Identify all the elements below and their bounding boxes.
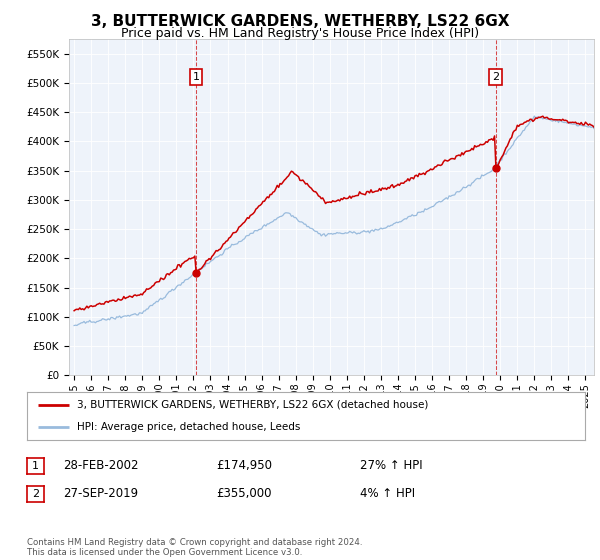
Text: 27-SEP-2019: 27-SEP-2019 — [63, 487, 138, 501]
Text: 3, BUTTERWICK GARDENS, WETHERBY, LS22 6GX (detached house): 3, BUTTERWICK GARDENS, WETHERBY, LS22 6G… — [77, 400, 428, 410]
Text: HPI: Average price, detached house, Leeds: HPI: Average price, detached house, Leed… — [77, 422, 301, 432]
Text: 1: 1 — [32, 461, 39, 471]
Text: 3, BUTTERWICK GARDENS, WETHERBY, LS22 6GX: 3, BUTTERWICK GARDENS, WETHERBY, LS22 6G… — [91, 14, 509, 29]
Text: Contains HM Land Registry data © Crown copyright and database right 2024.
This d: Contains HM Land Registry data © Crown c… — [27, 538, 362, 557]
Text: Price paid vs. HM Land Registry's House Price Index (HPI): Price paid vs. HM Land Registry's House … — [121, 27, 479, 40]
Text: 1: 1 — [193, 72, 199, 82]
Text: 27% ↑ HPI: 27% ↑ HPI — [360, 459, 422, 473]
Text: 4% ↑ HPI: 4% ↑ HPI — [360, 487, 415, 501]
Text: £355,000: £355,000 — [216, 487, 271, 501]
Text: 2: 2 — [32, 489, 39, 499]
Text: £174,950: £174,950 — [216, 459, 272, 473]
Text: 28-FEB-2002: 28-FEB-2002 — [63, 459, 139, 473]
Text: 2: 2 — [492, 72, 499, 82]
